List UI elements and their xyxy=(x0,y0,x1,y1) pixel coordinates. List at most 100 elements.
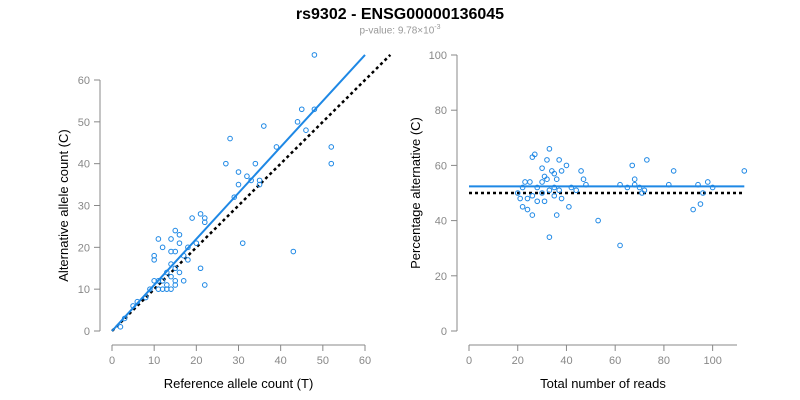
plot-1-data-point xyxy=(176,231,183,238)
plot-2-data-point xyxy=(704,179,711,185)
plot-1-data-point xyxy=(256,181,263,188)
plot-1-data-point xyxy=(151,278,157,284)
plot-2-data-point xyxy=(524,195,531,202)
plot-2-x-tick-label: 100 xyxy=(703,355,721,367)
plot-2-y-tick-label: 40 xyxy=(435,216,447,228)
plot-2-data-point xyxy=(563,162,570,169)
plot-2-data-point xyxy=(695,181,701,188)
plot-1-data-point xyxy=(176,269,183,276)
plot-1-data-point xyxy=(130,303,136,309)
plot-1-data-point xyxy=(168,261,174,267)
plot-1-data-point xyxy=(252,160,259,167)
plot-1-x-tick-label: 40 xyxy=(275,355,287,367)
plot-2-data-point xyxy=(700,190,706,196)
plot-2-data-point xyxy=(529,192,536,199)
plot-2-data-point xyxy=(595,217,601,224)
plot-1-data-point xyxy=(298,106,305,113)
plot-2-data-point xyxy=(519,184,526,191)
plot-2-data-point xyxy=(741,168,748,174)
p-value-exponent: -3 xyxy=(434,24,441,31)
plot-2-data-point xyxy=(517,195,523,202)
plot-2-data-point xyxy=(568,184,575,191)
plot-2-data-point xyxy=(578,168,584,174)
plot-2-data-point xyxy=(583,181,589,188)
plot-1-data-point xyxy=(311,52,318,58)
plot-2-data-point xyxy=(580,176,587,182)
plot-1-data-point xyxy=(164,269,170,276)
plot-2-data-point xyxy=(531,151,538,158)
plot-2-y-tick-label: 20 xyxy=(435,271,447,283)
plot-2-data-point xyxy=(631,181,638,188)
plot-1-data-point xyxy=(311,106,318,113)
plot-2-data-point xyxy=(617,181,623,188)
plot-2-data-point xyxy=(551,184,558,191)
plot-1-y-tick-label: 50 xyxy=(78,117,90,129)
plot-2-data-point xyxy=(670,168,677,174)
plot-1-data-point xyxy=(244,173,250,180)
plot-2-data-point xyxy=(519,204,526,210)
plot-1-x-tick-label: 50 xyxy=(317,355,329,367)
plot-2-x-tick-label: 80 xyxy=(658,355,670,367)
plot-1-data-point xyxy=(172,282,179,288)
plot-1-reference-line xyxy=(111,54,392,332)
plot-2-y-tick-label: 60 xyxy=(435,160,447,172)
plot-1-data-point xyxy=(328,144,335,150)
plot-1-data-point xyxy=(176,240,183,246)
plot-2-x-tick-label: 60 xyxy=(609,355,621,367)
plot-2-data-point xyxy=(629,162,636,169)
plot-2-data-point xyxy=(558,168,565,174)
plot-2-data-point xyxy=(644,157,650,163)
plot-2-x-tick-label: 40 xyxy=(560,355,572,367)
plot-1-data-point xyxy=(121,315,128,322)
plot-1-data-point xyxy=(168,286,174,292)
plot-2-x-axis-label: Total number of reads xyxy=(540,376,666,391)
plot-1-data-point xyxy=(159,244,166,251)
plot-1-x-tick-label: 0 xyxy=(109,355,115,367)
plot-2-data-point xyxy=(631,176,638,182)
plot-1-data-point xyxy=(172,227,179,234)
plot-1-data-point xyxy=(201,219,208,226)
plot-2-data-point xyxy=(534,198,541,205)
plot-2-y-tick-label: 0 xyxy=(441,326,447,338)
plot-1-fit-line xyxy=(111,54,366,332)
plot-2-data-point xyxy=(529,212,536,218)
plot-1-data-point xyxy=(328,160,335,167)
plot-2-data-point xyxy=(541,198,548,205)
plot-1-data-point xyxy=(303,127,309,133)
plot-1-data-point xyxy=(117,324,124,330)
p-value-subtitle: p-value: 9.78×10-3 xyxy=(0,24,800,36)
plot-2-data-point xyxy=(551,192,558,199)
plot-1-data-point xyxy=(235,169,242,175)
plot-1-x-tick-label: 30 xyxy=(232,355,244,367)
plot-2-data-point xyxy=(534,184,541,191)
plot-1-data-point xyxy=(155,236,162,242)
plot-1-data-point xyxy=(201,282,208,288)
plot-2-data-point xyxy=(541,173,548,180)
plot-2-data-point xyxy=(539,179,545,185)
plot-1-data-point xyxy=(172,265,179,272)
plot-1-y-axis-label: Alternative allele count (C) xyxy=(56,129,71,281)
plot-2-data-point xyxy=(522,179,528,185)
plot-1-y-tick-label: 30 xyxy=(78,201,90,213)
plot-2-data-point xyxy=(524,206,531,213)
plot-1-y-tick-label: 0 xyxy=(84,326,90,338)
plot-2-data-point xyxy=(558,195,565,202)
plot-2-data-point xyxy=(665,181,672,188)
plot-1-x-tick-label: 60 xyxy=(359,355,371,367)
plot-1-data-point xyxy=(142,294,149,301)
plot-2-data-point xyxy=(709,184,716,191)
plot-2-data-point xyxy=(690,206,696,213)
chart-title: rs9302 - ENSG00000136045 xyxy=(295,6,505,23)
plot-1-data-point xyxy=(294,119,301,125)
plot-2-x-tick-label: 20 xyxy=(512,355,524,367)
plot-1-data-point xyxy=(180,252,187,259)
plot-1-data-point xyxy=(290,248,297,255)
plot-1-data-point xyxy=(239,240,246,246)
plot-1-x-tick-label: 10 xyxy=(148,355,160,367)
plot-1-data-point xyxy=(147,286,153,292)
plot-1-y-tick-label: 10 xyxy=(78,284,90,296)
plot-1-data-point xyxy=(189,215,195,221)
plot-1-data-point xyxy=(151,257,157,263)
plot-1-data-point xyxy=(227,135,233,142)
